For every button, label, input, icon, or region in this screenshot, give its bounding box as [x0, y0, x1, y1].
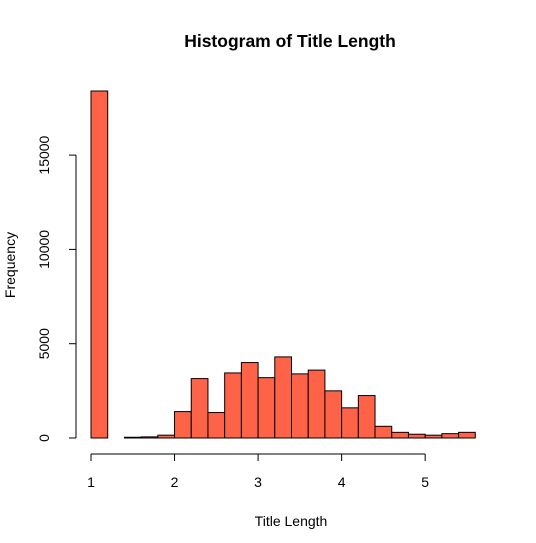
histogram-bar-11 — [274, 356, 293, 439]
x-axis: 1 2 3 4 5 — [87, 453, 429, 490]
y-axis-label: Frequency — [2, 232, 18, 298]
histogram-bar-15 — [341, 407, 359, 439]
histogram-bar-9 — [240, 362, 259, 439]
chart-title: Histogram of Title Length — [184, 31, 396, 51]
histogram-bar-2 — [123, 436, 142, 439]
y-axis: 0 5000 10000 15000 — [36, 135, 77, 442]
histogram-bar-18 — [391, 431, 409, 439]
histogram-bar-13 — [307, 369, 326, 439]
histogram-bar-10 — [257, 377, 276, 439]
histogram-bar-3 — [140, 436, 159, 439]
x-tick-label: 4 — [338, 474, 346, 490]
y-tick-label: 0 — [36, 434, 52, 442]
histogram-bar-20 — [424, 434, 443, 439]
histogram-bar-21 — [441, 433, 460, 439]
histogram-bar-19 — [407, 433, 426, 439]
histogram-bar-6 — [190, 378, 209, 439]
histogram-bar-12 — [291, 373, 309, 439]
histogram-bar-4 — [157, 434, 176, 439]
x-tick-label: 2 — [171, 474, 179, 490]
histogram-bar-5 — [174, 411, 192, 439]
histogram-bar-22 — [458, 431, 476, 439]
histogram-bar-16 — [357, 395, 376, 439]
histogram-bar-14 — [324, 390, 343, 439]
bars-group — [90, 90, 476, 439]
x-tick-label: 3 — [254, 474, 262, 490]
histogram-bar-8 — [224, 372, 242, 439]
histogram-bar-17 — [374, 425, 393, 439]
histogram-bar-7 — [207, 412, 226, 439]
x-axis-label: Title Length — [255, 513, 328, 529]
y-tick-label: 15000 — [36, 135, 52, 174]
y-tick-label: 10000 — [36, 230, 52, 269]
x-tick-label: 5 — [421, 474, 429, 490]
x-tick-label: 1 — [87, 474, 95, 490]
histogram-bar-0 — [90, 90, 109, 439]
y-tick-label: 5000 — [36, 328, 52, 359]
